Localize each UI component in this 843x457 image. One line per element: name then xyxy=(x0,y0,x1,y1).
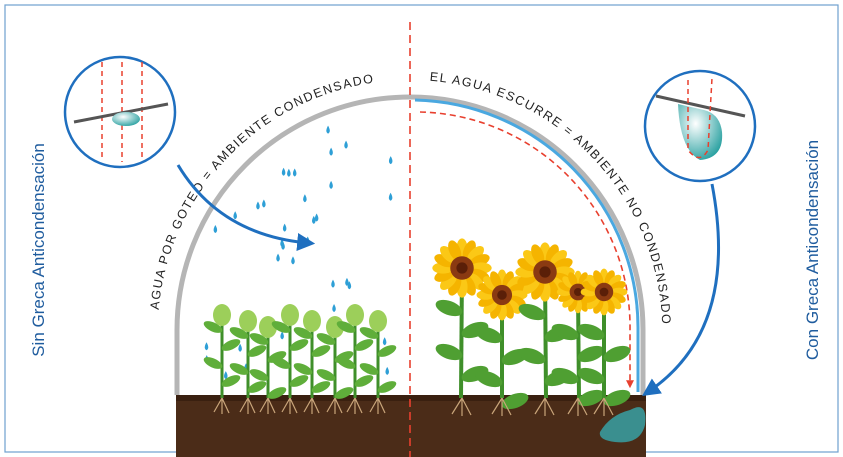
left-inset-drop xyxy=(112,112,140,126)
drop xyxy=(282,168,286,176)
bud xyxy=(213,304,231,326)
drop xyxy=(389,193,393,201)
flower-core xyxy=(456,262,467,273)
drop xyxy=(214,225,218,233)
drop xyxy=(276,254,280,262)
flower-core xyxy=(600,288,609,297)
bud xyxy=(303,310,321,332)
drop xyxy=(329,148,333,156)
drop xyxy=(256,202,260,210)
sunflowers xyxy=(432,238,632,416)
diagram: AGUA POR GOTEO = AMBIENTE CONDENSADO EL … xyxy=(0,0,843,457)
leaf xyxy=(516,345,547,368)
bud xyxy=(281,304,299,326)
flower-core xyxy=(497,290,507,300)
drop xyxy=(293,168,297,176)
drop xyxy=(233,211,237,219)
bud xyxy=(239,310,257,332)
drop xyxy=(312,216,316,224)
drop xyxy=(224,371,228,379)
bud xyxy=(369,310,387,332)
drop xyxy=(389,156,393,164)
drop xyxy=(331,280,335,288)
soil xyxy=(176,395,646,457)
drop xyxy=(332,304,336,312)
drop xyxy=(385,367,389,375)
drop xyxy=(291,256,295,264)
drop xyxy=(326,126,330,134)
drop xyxy=(344,141,348,149)
drop xyxy=(238,344,242,352)
flower-core xyxy=(539,266,550,277)
drop xyxy=(315,213,319,221)
drop xyxy=(283,224,287,232)
leaf xyxy=(601,343,632,366)
drop xyxy=(287,169,291,177)
bud xyxy=(346,304,364,326)
right-label: Con Greca Anticondensación xyxy=(803,140,822,360)
drop xyxy=(280,331,284,339)
drop xyxy=(205,342,209,350)
drop xyxy=(303,194,307,202)
left-label: Sin Greca Anticondensación xyxy=(29,143,48,357)
drop xyxy=(329,181,333,189)
drop xyxy=(345,278,349,286)
drop xyxy=(383,337,387,345)
drop xyxy=(262,200,266,208)
